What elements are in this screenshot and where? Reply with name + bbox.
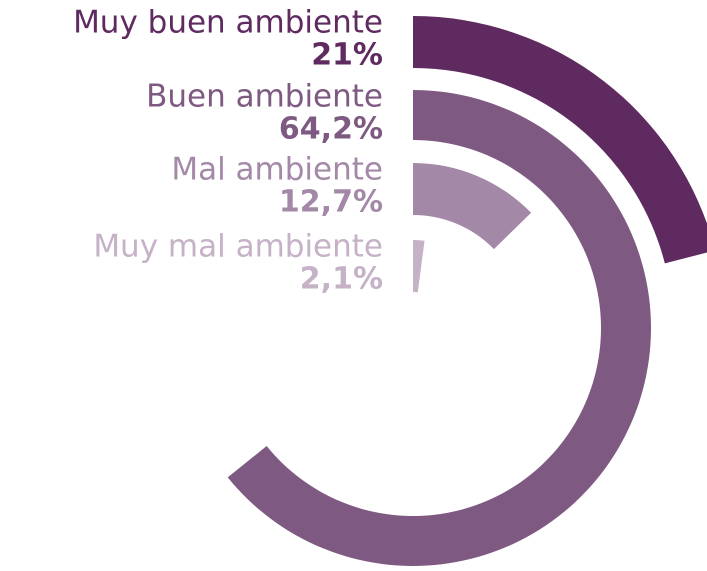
value-label: 12,7%	[279, 185, 383, 220]
ring-bar	[413, 240, 425, 293]
category-label: Mal ambiente	[171, 152, 383, 188]
category-label: Muy buen ambiente	[73, 5, 383, 41]
value-label: 64,2%	[279, 112, 383, 147]
value-label: 2,1%	[300, 262, 383, 297]
category-label: Muy mal ambiente	[93, 229, 383, 265]
category-label: Buen ambiente	[146, 79, 383, 115]
ring-bar	[413, 16, 707, 264]
ring-bar	[413, 163, 532, 250]
value-label: 21%	[311, 38, 383, 73]
